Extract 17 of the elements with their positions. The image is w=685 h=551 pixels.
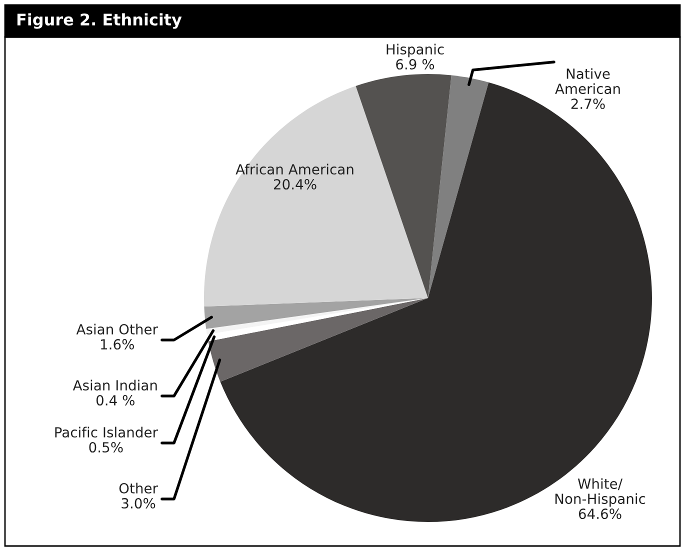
- data-label: 20.4%: [274, 179, 316, 190]
- data-label: 1.6%: [101, 339, 134, 350]
- data-label: 0.4 %: [96, 395, 134, 406]
- slice-label: Other: [119, 482, 158, 494]
- slice-label: Asian Indian: [72, 380, 157, 391]
- slice-label: Asian Other: [76, 324, 158, 335]
- data-label: 2.7%: [571, 98, 605, 110]
- chart-title: Figure 2. Ethnicity: [17, 13, 182, 29]
- slice-label: Pacific Islander: [55, 426, 158, 438]
- data-label: 64.6%: [578, 508, 622, 520]
- slice-label: White/ Non-Hispanic: [555, 478, 646, 507]
- slice-label: Hispanic: [386, 44, 444, 58]
- data-label: 6.9 %: [396, 59, 434, 70]
- slice-label: African American: [236, 164, 354, 175]
- data-label: 3.0%: [122, 498, 156, 509]
- slice-label: Native American: [555, 68, 620, 94]
- data-label: 0.5%: [89, 442, 123, 453]
